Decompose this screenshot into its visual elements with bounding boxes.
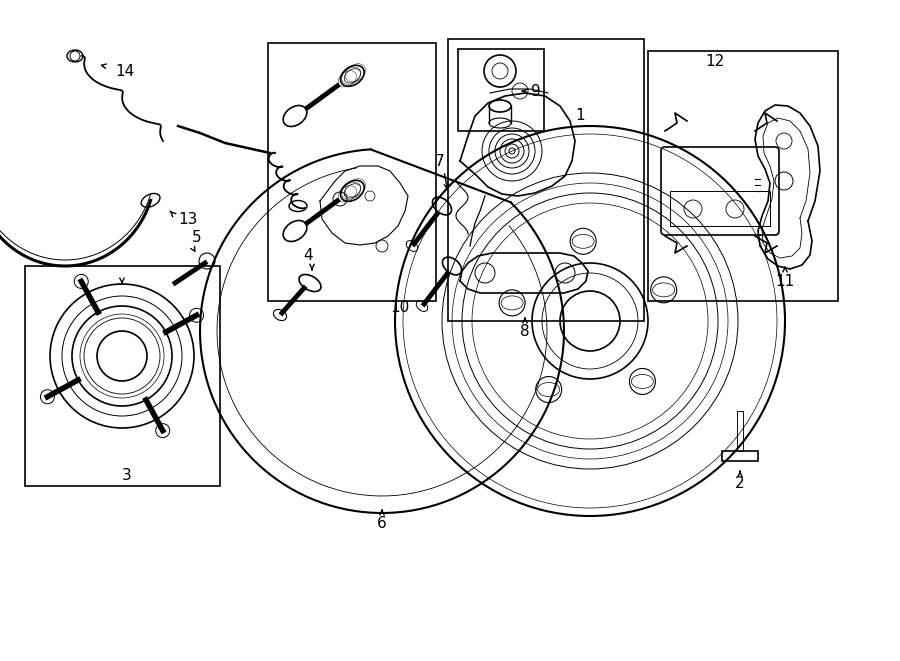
Text: 6: 6 [377,516,387,531]
Text: 2: 2 [735,477,745,492]
Text: 13: 13 [178,212,198,227]
Bar [648,51,838,301]
Text: 14: 14 [115,63,135,79]
Bar [448,39,644,321]
Bar [737,411,743,451]
Text: 8: 8 [520,323,530,338]
Text: 11: 11 [776,274,795,288]
Text: 3: 3 [122,467,132,483]
Text: 9: 9 [531,83,541,98]
Text: 4: 4 [303,247,313,262]
Text: 1: 1 [575,108,585,124]
Text: 10: 10 [391,301,410,315]
Bar [268,43,436,301]
Text: 12: 12 [706,54,724,69]
Bar [25,266,220,486]
Bar [722,451,758,461]
Text: 5: 5 [193,229,202,245]
Bar [670,191,770,226]
Bar [458,49,544,131]
Text: 7: 7 [436,153,445,169]
